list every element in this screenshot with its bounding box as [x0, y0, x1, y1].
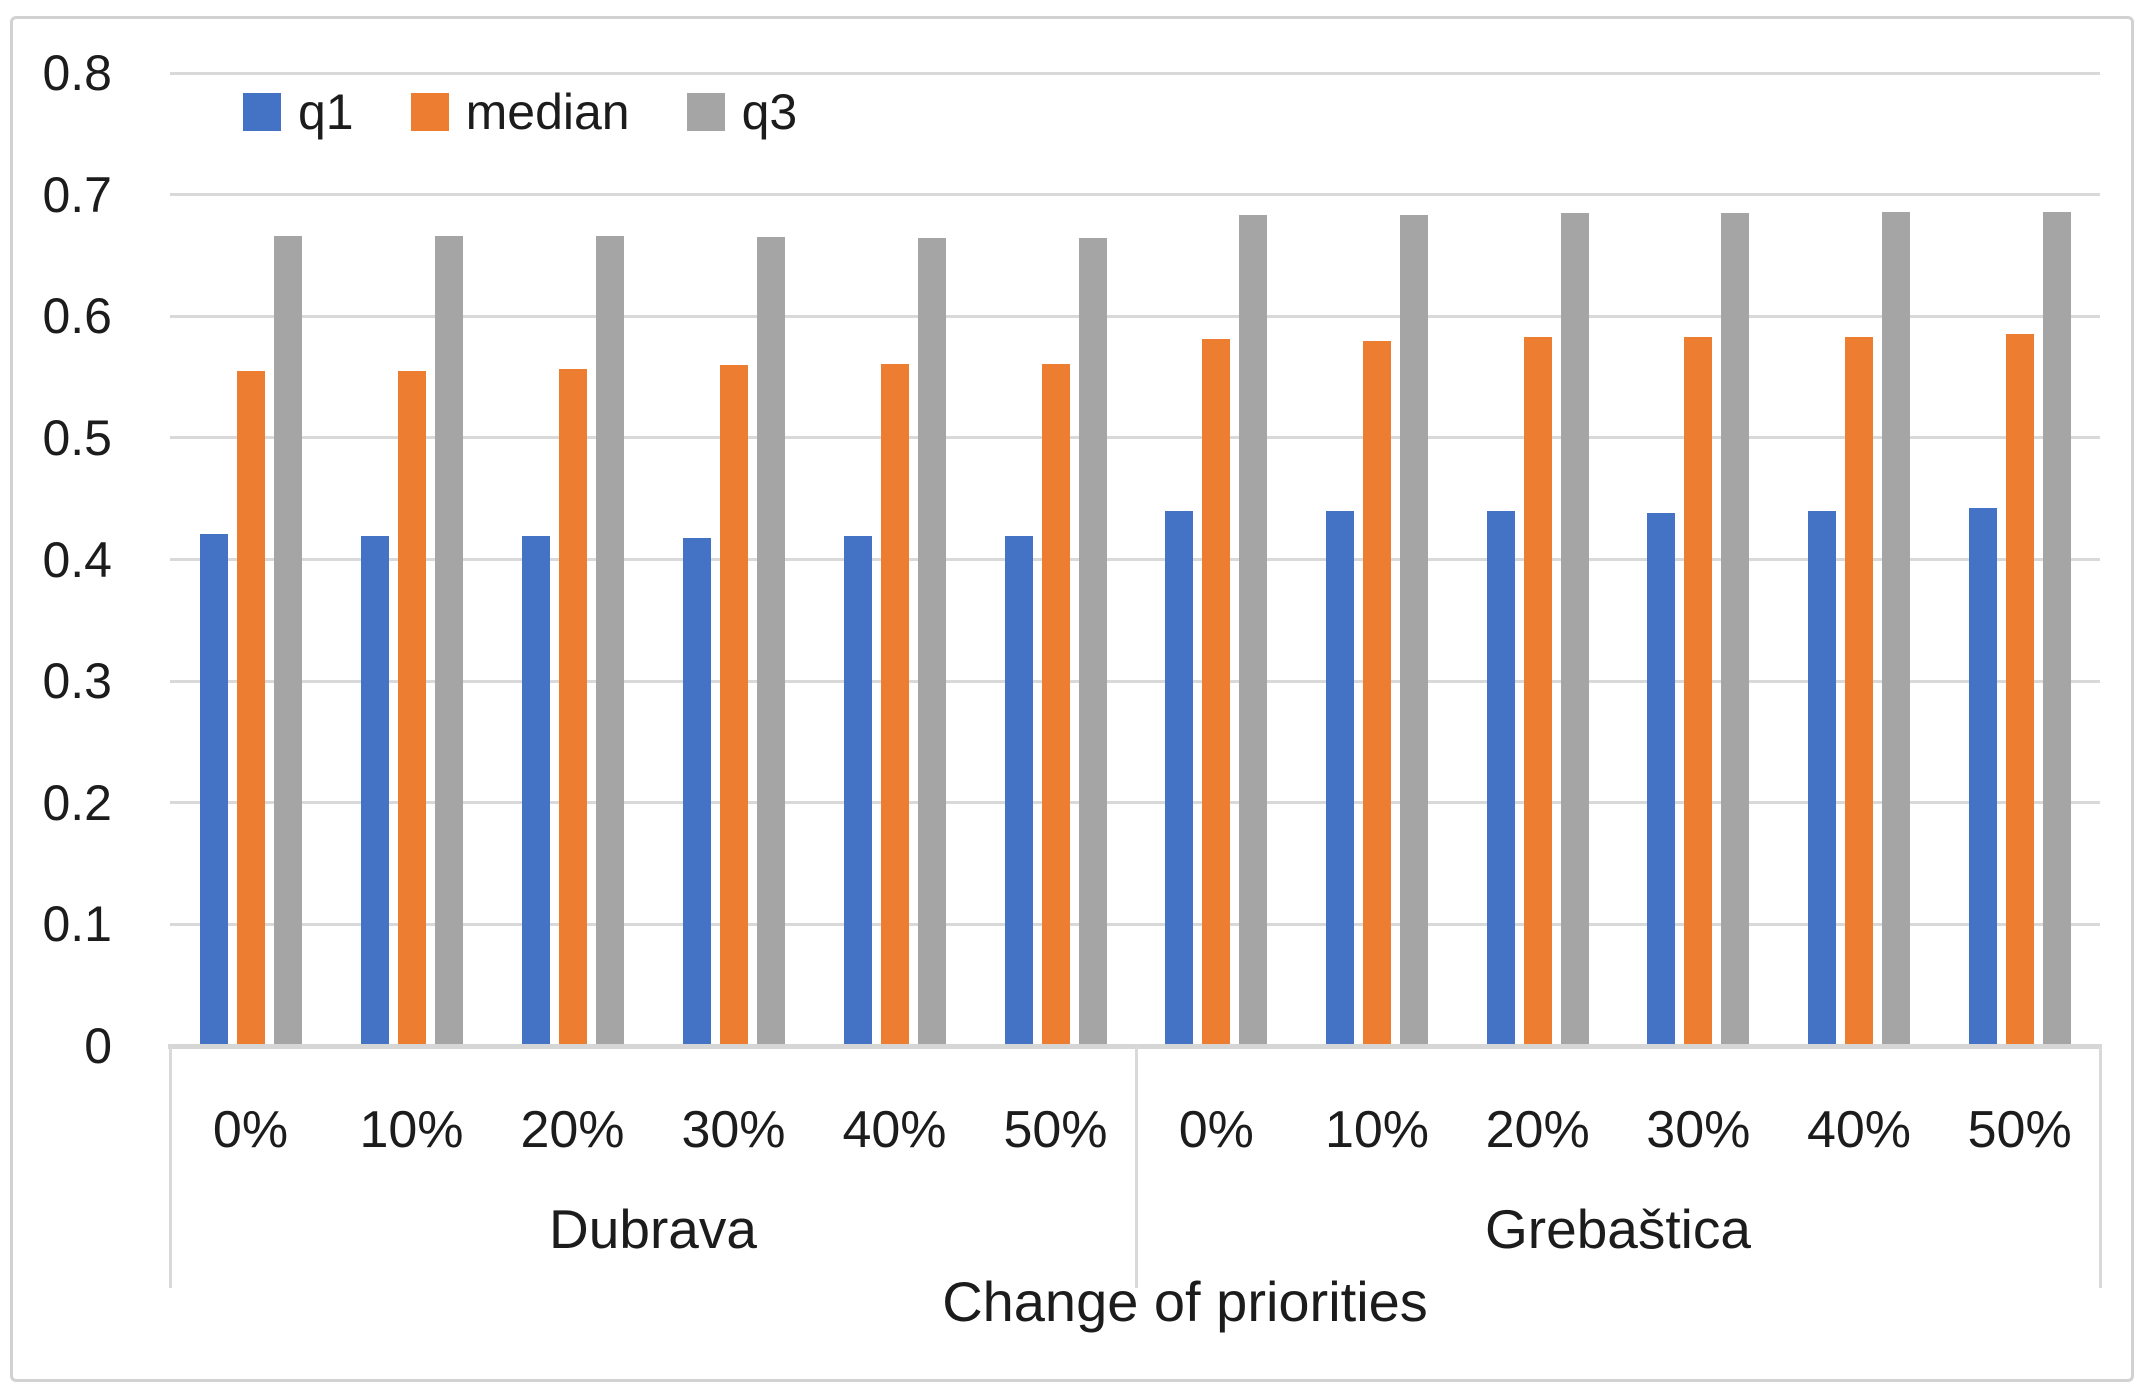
bar-q3	[1882, 211, 1910, 1046]
y-axis-tick-label: 0.6	[42, 288, 112, 345]
bar-median	[719, 364, 748, 1046]
bar-q1	[360, 536, 389, 1046]
bar-median	[1845, 336, 1873, 1046]
bar-median	[1684, 336, 1713, 1046]
legend-swatch-q3	[686, 93, 725, 131]
bar-median	[397, 370, 426, 1046]
bar-q3	[1078, 238, 1107, 1046]
bar-q3	[1560, 212, 1589, 1046]
category-tick-label: 10%	[1324, 1101, 1430, 1159]
bar-q1	[1165, 510, 1194, 1046]
bar-q3	[595, 235, 624, 1046]
category-tick-label: 20%	[520, 1101, 625, 1159]
bar-median	[1202, 339, 1231, 1046]
bar-q1	[1808, 510, 1836, 1046]
category-tick-label: 40%	[1806, 1101, 1912, 1159]
category-tick-label: 30%	[681, 1101, 786, 1159]
bar-median	[880, 363, 909, 1046]
gridline	[170, 314, 2100, 318]
group-label: Grebaštica	[1485, 1198, 1751, 1260]
bar-q1	[843, 536, 872, 1046]
axis-divider	[168, 1046, 172, 1288]
bar-q3	[1721, 212, 1750, 1046]
legend-item-median: median	[410, 84, 630, 140]
gridline	[170, 71, 2100, 75]
category-tick-label: 40%	[842, 1101, 947, 1159]
axis-divider	[1134, 1046, 1138, 1288]
gridline	[170, 193, 2100, 197]
gridline	[170, 436, 2100, 440]
legend-label-median: median	[465, 84, 630, 140]
bar-q3	[756, 237, 785, 1046]
category-tick-label: 0%	[1178, 1101, 1254, 1159]
bar-median	[558, 368, 587, 1046]
bar-q1	[1968, 508, 1997, 1046]
legend: q1 median q3	[243, 86, 797, 138]
figure-border	[10, 16, 2134, 1382]
category-tick-label: 50%	[1967, 1101, 2072, 1159]
bar-q1	[682, 537, 711, 1046]
category-tick-label: 20%	[1485, 1101, 1590, 1159]
y-axis-tick-label: 0.1	[42, 896, 112, 953]
bar-median	[1363, 340, 1391, 1046]
bar-q3	[2042, 211, 2071, 1046]
bar-median	[2005, 334, 2034, 1046]
bar-q1	[199, 533, 228, 1046]
category-tick-label: 30%	[1646, 1101, 1751, 1159]
category-tick-label: 50%	[1003, 1101, 1108, 1159]
y-axis-tick-label: 0.7	[42, 166, 112, 223]
y-axis-tick-label: 0.2	[42, 774, 112, 831]
bar-q1	[1326, 510, 1354, 1046]
bar-q3	[917, 238, 946, 1046]
y-axis-tick-label: 0.5	[42, 409, 112, 466]
y-axis-tick-label: 0.8	[42, 45, 112, 101]
category-tick-label: 0%	[212, 1101, 289, 1159]
bar-median	[236, 370, 265, 1046]
legend-item-q3: q3	[686, 84, 798, 140]
bar-q3	[1239, 215, 1268, 1046]
legend-swatch-q1	[243, 93, 281, 131]
legend-swatch-median	[410, 93, 449, 131]
bar-median	[1523, 336, 1552, 1046]
gridline	[170, 558, 2100, 561]
legend-label-q1: q1	[298, 84, 354, 140]
y-axis-tick-label: 0.3	[42, 653, 112, 710]
bar-q1	[1004, 536, 1033, 1046]
bar-q1	[1486, 510, 1515, 1046]
y-axis-tick-label: 0	[84, 1018, 112, 1074]
bar-q1	[521, 536, 550, 1046]
gridline	[170, 679, 2100, 683]
bar-q3	[434, 235, 463, 1046]
gridline	[170, 801, 2100, 805]
legend-item-q1: q1	[243, 86, 354, 138]
bar-q3	[1400, 215, 1428, 1046]
axis-divider	[2098, 1046, 2102, 1288]
bar-median	[1041, 363, 1070, 1046]
x-axis-title: Change of priorities	[942, 1270, 1428, 1333]
category-tick-label: 10%	[359, 1101, 464, 1159]
legend-label-q3: q3	[741, 84, 798, 140]
bar-q1	[1647, 513, 1676, 1046]
bar-q3	[273, 235, 302, 1046]
y-axis-tick-label: 0.4	[42, 531, 112, 588]
gridline	[170, 922, 2100, 926]
group-label: Dubrava	[549, 1198, 757, 1260]
